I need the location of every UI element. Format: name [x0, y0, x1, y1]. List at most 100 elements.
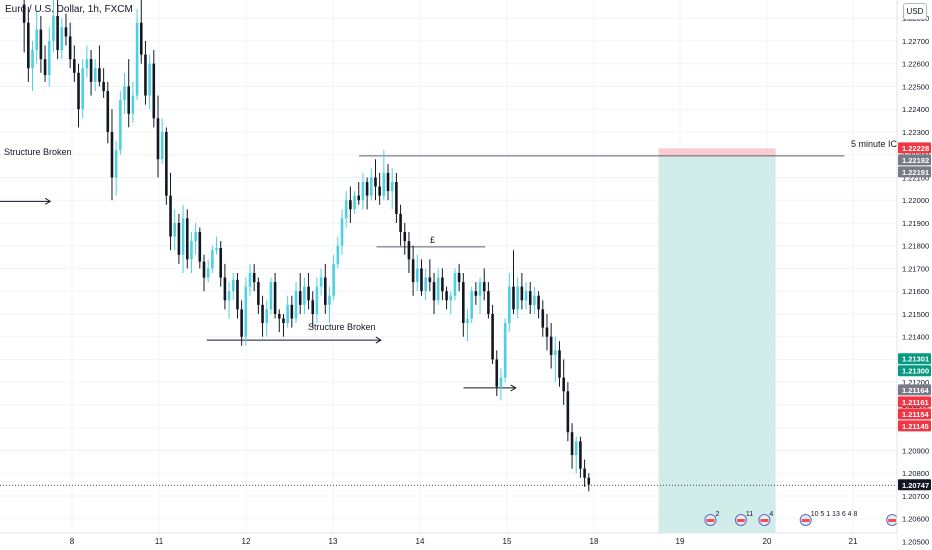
price-tick-label: 1.22300	[902, 128, 929, 137]
candle-body	[416, 268, 419, 283]
candle-body	[219, 247, 223, 278]
candle-body	[457, 273, 461, 283]
price-badge-label: 1.22228	[902, 144, 929, 153]
candle-body	[503, 323, 507, 378]
price-tick-label: 1.20500	[902, 537, 929, 546]
price-tick-label: 1.21900	[902, 219, 929, 228]
price-badge	[898, 384, 931, 396]
candle-body	[31, 50, 34, 69]
time-tick-label: 12	[242, 537, 251, 546]
candle-body	[516, 286, 519, 310]
candle-body	[102, 81, 105, 91]
price-axis-bg	[897, 0, 932, 550]
price-badge-label: 1.20747	[902, 481, 929, 490]
candle-body	[445, 291, 448, 301]
price-tick-label: 1.22100	[902, 173, 929, 182]
structure-broken-mid-label: Structure Broken	[308, 322, 376, 332]
arrow-head	[510, 384, 517, 392]
candle-body	[98, 68, 101, 82]
price-badge	[898, 353, 931, 365]
time-tick-label: 11	[155, 537, 164, 546]
event-flag-stripe	[760, 519, 769, 522]
candle-body	[407, 241, 411, 260]
time-tick-label: 14	[416, 537, 425, 546]
candle-body	[265, 309, 269, 324]
pound-label: £	[430, 235, 435, 245]
candle-body	[541, 309, 545, 328]
candle-body	[487, 291, 490, 314]
candle-body	[127, 86, 131, 114]
event-count: 11	[746, 511, 753, 518]
candle-body	[81, 68, 85, 110]
candle-body	[466, 318, 469, 324]
candle-body	[85, 59, 89, 69]
candle-body	[165, 131, 168, 196]
candle-body	[307, 286, 310, 301]
arrow-head	[44, 197, 52, 205]
candle-body	[478, 282, 482, 296]
price-tick-label: 1.22400	[902, 105, 929, 114]
candle-body	[449, 295, 453, 301]
annotation-lines	[0, 155, 897, 486]
price-tick-label: 1.21700	[902, 264, 929, 273]
candle-body	[495, 359, 499, 387]
candle-body	[156, 118, 160, 160]
price-badge	[898, 166, 931, 178]
candle-body	[114, 150, 118, 178]
event-flag-stripe	[706, 519, 715, 522]
price-tick-label: 1.22600	[902, 60, 929, 69]
candle-body	[386, 172, 390, 192]
candle-body	[315, 286, 319, 314]
candle-body	[89, 59, 93, 82]
candle-body	[562, 377, 565, 392]
candle-body	[349, 200, 352, 210]
price-tick-label: 1.21400	[902, 333, 929, 342]
candle-body	[524, 291, 528, 301]
candle-body	[353, 195, 356, 210]
candle-body	[64, 27, 68, 37]
candle-body	[311, 300, 315, 314]
candle-body	[177, 222, 181, 255]
candle-body	[332, 263, 335, 296]
candle-body	[520, 286, 524, 301]
candle-body	[227, 291, 231, 301]
candle-body	[215, 247, 218, 251]
price-badge	[898, 154, 931, 166]
candle-body	[499, 377, 503, 387]
position-zones	[658, 148, 776, 533]
take-profit-zone	[658, 156, 776, 533]
event-flag-stripe	[888, 519, 897, 522]
symbol-title: Euro / U.S. Dollar, 1h, FXCM	[5, 4, 133, 15]
candle-body	[248, 273, 252, 287]
candle-body	[583, 468, 586, 478]
arrow-head	[375, 336, 382, 344]
candle-body	[27, 22, 30, 69]
price-tick-label: 1.22700	[902, 37, 929, 46]
candle-body	[202, 261, 206, 278]
candle-body	[558, 350, 561, 378]
candle-body	[545, 327, 549, 337]
event-flag-stripe	[736, 519, 745, 522]
candle-body	[436, 277, 440, 301]
candle-body	[123, 86, 126, 101]
candle-body	[399, 213, 402, 233]
candle-body	[73, 59, 76, 73]
candle-body	[236, 279, 239, 310]
candle-body	[135, 22, 139, 96]
candle-body	[198, 232, 202, 262]
candle-body	[549, 336, 553, 355]
candle-body	[453, 273, 457, 296]
candle-body	[382, 172, 386, 196]
candle-body	[491, 313, 494, 360]
candle-body	[319, 277, 323, 287]
currency-button[interactable]: USD	[903, 3, 927, 20]
price-badge-label: 1.21301	[902, 355, 929, 364]
candle-body	[411, 259, 415, 283]
candle-body	[194, 232, 197, 242]
candle-body	[462, 282, 465, 324]
time-tick-label: 19	[676, 537, 685, 546]
time-tick-label: 15	[503, 537, 512, 546]
price-tick-label: 1.21200	[902, 378, 929, 387]
price-axis: 1.228001.227001.226001.225001.224001.223…	[896, 0, 932, 550]
